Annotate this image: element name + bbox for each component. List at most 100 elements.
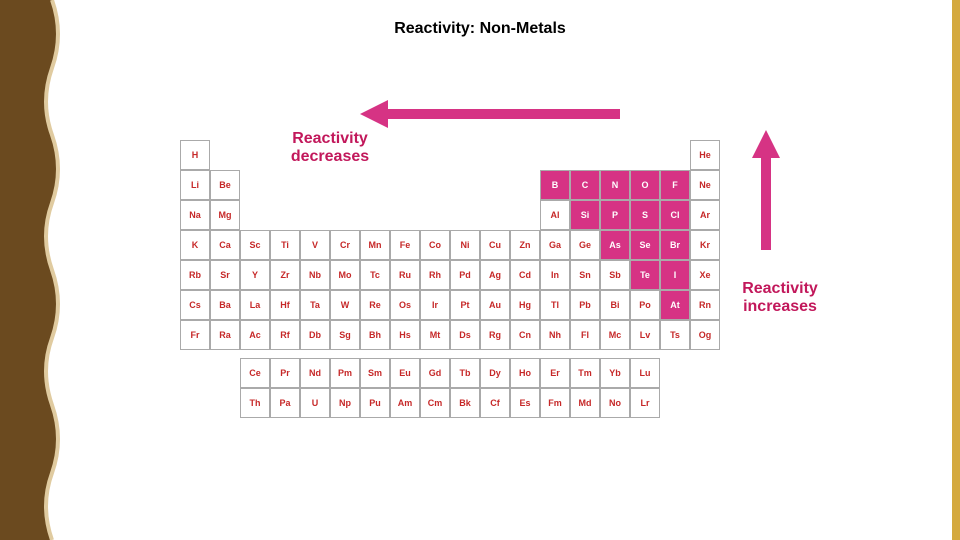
element-cell-Lv: Lv bbox=[630, 320, 660, 350]
element-cell-Y: Y bbox=[240, 260, 270, 290]
element-cell-Mo: Mo bbox=[330, 260, 360, 290]
empty-cell bbox=[210, 140, 240, 170]
empty-cell bbox=[510, 140, 540, 170]
element-cell-C: C bbox=[570, 170, 600, 200]
empty-cell bbox=[240, 170, 270, 200]
periodic-table: HHeLiBeBCNOFNeNaMgAlSiPSClArKCaScTiVCrMn… bbox=[180, 140, 720, 418]
element-symbol: Ir bbox=[432, 300, 438, 310]
element-symbol: Cs bbox=[189, 300, 201, 310]
element-symbol: Pm bbox=[338, 368, 352, 378]
element-cell-Rb: Rb bbox=[180, 260, 210, 290]
element-cell-Ts: Ts bbox=[660, 320, 690, 350]
element-cell-H: H bbox=[180, 140, 210, 170]
element-cell-Rn: Rn bbox=[690, 290, 720, 320]
element-symbol: F bbox=[672, 180, 678, 190]
element-symbol: Cr bbox=[340, 240, 350, 250]
element-cell-Og: Og bbox=[690, 320, 720, 350]
element-symbol: Cm bbox=[428, 398, 443, 408]
element-symbol: Mc bbox=[609, 330, 622, 340]
element-cell-Ti: Ti bbox=[270, 230, 300, 260]
element-symbol: Zr bbox=[281, 270, 290, 280]
element-symbol: Si bbox=[581, 210, 590, 220]
empty-cell bbox=[270, 140, 300, 170]
element-symbol: Ru bbox=[399, 270, 411, 280]
empty-cell bbox=[390, 200, 420, 230]
element-symbol: Y bbox=[252, 270, 258, 280]
empty-cell bbox=[300, 140, 330, 170]
element-cell-Tl: Tl bbox=[540, 290, 570, 320]
element-symbol: Co bbox=[429, 240, 441, 250]
element-cell-V: V bbox=[300, 230, 330, 260]
element-cell-Cm: Cm bbox=[420, 388, 450, 418]
element-symbol: At bbox=[670, 300, 680, 310]
element-cell-Ds: Ds bbox=[450, 320, 480, 350]
element-symbol: Ca bbox=[219, 240, 231, 250]
element-cell-Md: Md bbox=[570, 388, 600, 418]
empty-cell bbox=[270, 170, 300, 200]
slide-title: Reactivity: Non-Metals bbox=[0, 20, 960, 38]
element-symbol: Pb bbox=[579, 300, 591, 310]
element-symbol: Bh bbox=[369, 330, 381, 340]
empty-cell bbox=[450, 200, 480, 230]
element-cell-Bk: Bk bbox=[450, 388, 480, 418]
wave-svg bbox=[0, 0, 68, 540]
element-symbol: Rg bbox=[489, 330, 501, 340]
empty-cell bbox=[540, 140, 570, 170]
empty-cell bbox=[390, 140, 420, 170]
element-cell-Mg: Mg bbox=[210, 200, 240, 230]
element-symbol: Ho bbox=[519, 368, 531, 378]
element-symbol: Tb bbox=[460, 368, 471, 378]
element-symbol: Br bbox=[670, 240, 680, 250]
element-symbol: Lr bbox=[641, 398, 650, 408]
empty-cell bbox=[360, 200, 390, 230]
table-row: LiBeBCNOFNe bbox=[180, 170, 720, 200]
element-symbol: C bbox=[582, 180, 589, 190]
element-cell-Br: Br bbox=[660, 230, 690, 260]
element-cell-Te: Te bbox=[630, 260, 660, 290]
element-symbol: Ge bbox=[579, 240, 591, 250]
element-cell-Pd: Pd bbox=[450, 260, 480, 290]
empty-cell bbox=[510, 170, 540, 200]
element-cell-No: No bbox=[600, 388, 630, 418]
element-cell-Gd: Gd bbox=[420, 358, 450, 388]
element-cell-W: W bbox=[330, 290, 360, 320]
label-inc-line1: Reactivity bbox=[720, 280, 840, 298]
element-cell-Hf: Hf bbox=[270, 290, 300, 320]
element-cell-Nb: Nb bbox=[300, 260, 330, 290]
element-cell-Ne: Ne bbox=[690, 170, 720, 200]
element-symbol: Fl bbox=[581, 330, 589, 340]
empty-cell bbox=[270, 200, 300, 230]
element-cell-Tc: Tc bbox=[360, 260, 390, 290]
element-cell-Tm: Tm bbox=[570, 358, 600, 388]
element-symbol: Th bbox=[250, 398, 261, 408]
element-symbol: As bbox=[609, 240, 621, 250]
element-cell-In: In bbox=[540, 260, 570, 290]
element-cell-Sg: Sg bbox=[330, 320, 360, 350]
element-symbol: Rh bbox=[429, 270, 441, 280]
element-cell-Ag: Ag bbox=[480, 260, 510, 290]
element-symbol: Tc bbox=[370, 270, 380, 280]
element-cell-Cl: Cl bbox=[660, 200, 690, 230]
element-cell-Lu: Lu bbox=[630, 358, 660, 388]
element-symbol: Mg bbox=[219, 210, 232, 220]
element-cell-Pm: Pm bbox=[330, 358, 360, 388]
element-symbol: Db bbox=[309, 330, 321, 340]
element-symbol: Po bbox=[639, 300, 651, 310]
element-cell-Au: Au bbox=[480, 290, 510, 320]
element-cell-La: La bbox=[240, 290, 270, 320]
element-cell-Pr: Pr bbox=[270, 358, 300, 388]
element-cell-Li: Li bbox=[180, 170, 210, 200]
table-row: NaMgAlSiPSClAr bbox=[180, 200, 720, 230]
element-cell-Sn: Sn bbox=[570, 260, 600, 290]
empty-cell bbox=[420, 170, 450, 200]
element-symbol: Na bbox=[189, 210, 201, 220]
empty-cell bbox=[450, 170, 480, 200]
element-symbol: Er bbox=[550, 368, 560, 378]
element-symbol: Rn bbox=[699, 300, 711, 310]
table-row: FrRaAcRfDbSgBhHsMtDsRgCnNhFlMcLvTsOg bbox=[180, 320, 720, 350]
element-symbol: W bbox=[341, 300, 350, 310]
element-symbol: Ra bbox=[219, 330, 231, 340]
element-cell-N: N bbox=[600, 170, 630, 200]
element-cell-Yb: Yb bbox=[600, 358, 630, 388]
arrow-left-shape bbox=[360, 100, 620, 128]
